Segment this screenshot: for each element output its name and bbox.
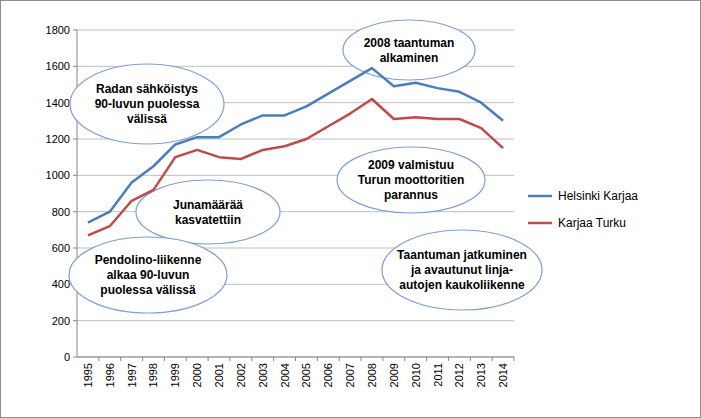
annotation-ellipse xyxy=(382,230,542,310)
y-tick xyxy=(73,30,77,31)
y-tick xyxy=(73,139,77,140)
x-tick xyxy=(339,357,340,361)
annotation-text: ja avautunut linja- xyxy=(410,263,513,277)
x-tick-label: 1997 xyxy=(126,363,138,387)
y-tick xyxy=(73,175,77,176)
annotation-text: Junamäärää xyxy=(173,198,243,212)
x-tick-label: 2014 xyxy=(497,363,509,387)
annotation-ellipse xyxy=(343,20,475,80)
annotation-text: Taantuman jatkuminen xyxy=(397,248,527,262)
annotation-text: 2008 taantuman xyxy=(364,36,455,50)
x-tick xyxy=(229,357,230,361)
y-tick xyxy=(73,357,77,358)
legend-label: Karjaa Turku xyxy=(558,216,626,230)
x-tick xyxy=(186,357,187,361)
y-tick-label: 600 xyxy=(52,242,70,254)
annotation-text: alkaa 90-luvun xyxy=(107,268,190,282)
x-tick xyxy=(208,357,209,361)
y-tick xyxy=(73,66,77,67)
annotation-ellipse xyxy=(337,147,485,213)
y-tick-label: 0 xyxy=(64,351,70,363)
y-tick-label: 800 xyxy=(52,206,70,218)
legend-label: Helsinki Karjaa xyxy=(558,189,638,203)
x-tick xyxy=(492,357,493,361)
x-tick-label: 2003 xyxy=(257,363,269,387)
chart-border xyxy=(1,1,701,418)
x-tick-label: 2010 xyxy=(410,363,422,387)
grid-line xyxy=(77,320,514,321)
x-tick-label: 2004 xyxy=(279,363,291,387)
x-tick-label: 2013 xyxy=(475,363,487,387)
y-tick-label: 400 xyxy=(52,278,70,290)
x-tick xyxy=(404,357,405,361)
y-tick xyxy=(73,248,77,249)
y-tick-label: 200 xyxy=(52,315,70,327)
x-tick-label: 2005 xyxy=(300,363,312,387)
legend-swatch xyxy=(528,222,552,225)
x-tick-label: 2011 xyxy=(432,363,444,387)
x-tick xyxy=(448,357,449,361)
annotation-ellipse xyxy=(70,64,224,144)
x-tick xyxy=(382,357,383,361)
annotation-text: välissä xyxy=(127,112,167,126)
y-tick-label: 1600 xyxy=(46,60,70,72)
annotation-text: autojen kaukoliikenne xyxy=(399,278,525,292)
x-tick-label: 1998 xyxy=(147,363,159,387)
x-tick-label: 2009 xyxy=(388,363,400,387)
x-tick xyxy=(317,357,318,361)
x-tick xyxy=(98,357,99,361)
annotation-text: 90-luvun puolessa xyxy=(95,97,200,111)
annotation-text: kasvatettiin xyxy=(175,213,241,227)
x-tick-label: 1999 xyxy=(169,363,181,387)
x-tick-label: 2002 xyxy=(235,363,247,387)
series-line xyxy=(88,99,503,235)
x-tick-label: 1996 xyxy=(104,363,116,387)
annotation-text: parannus xyxy=(384,188,438,202)
x-tick-label: 2006 xyxy=(322,363,334,387)
x-tick xyxy=(120,357,121,361)
x-tick xyxy=(273,357,274,361)
x-tick-label: 2008 xyxy=(366,363,378,387)
y-axis xyxy=(77,30,78,357)
y-tick xyxy=(73,320,77,321)
x-tick-label: 2001 xyxy=(213,363,225,387)
x-tick xyxy=(295,357,296,361)
y-tick-label: 1400 xyxy=(46,97,70,109)
x-tick-label: 2007 xyxy=(344,363,356,387)
legend-swatch xyxy=(528,195,552,198)
annotation-text: Pendolino-liikenne xyxy=(95,253,202,267)
x-tick-label: 1995 xyxy=(82,363,94,387)
plot-area xyxy=(88,68,503,235)
x-tick xyxy=(164,357,165,361)
annotation-text: puolessa välissä xyxy=(100,283,196,297)
x-tick xyxy=(470,357,471,361)
x-tick xyxy=(251,357,252,361)
y-tick-label: 1000 xyxy=(46,169,70,181)
chart: 0 200 400 600 800 1000 1200 1400 1600 1800 1995 199… xyxy=(0,0,701,418)
annotation-text: 2009 valmistuu xyxy=(368,158,454,172)
x-tick-label: 2000 xyxy=(191,363,203,387)
y-tick xyxy=(73,211,77,212)
annotation-ellipse xyxy=(136,180,280,244)
x-tick xyxy=(514,357,515,361)
series-line xyxy=(88,68,503,222)
x-tick xyxy=(361,357,362,361)
x-tick xyxy=(142,357,143,361)
y-tick-label: 1800 xyxy=(46,24,70,36)
x-tick-label: 2012 xyxy=(453,363,465,387)
annotation-ellipse xyxy=(69,237,227,313)
y-tick-label: 1200 xyxy=(46,133,70,145)
annotation-text: Radan sähköistys xyxy=(96,82,198,96)
annotation-text: Turun moottoritien xyxy=(358,173,464,187)
annotation-text: alkaminen xyxy=(380,51,439,65)
x-tick xyxy=(426,357,427,361)
